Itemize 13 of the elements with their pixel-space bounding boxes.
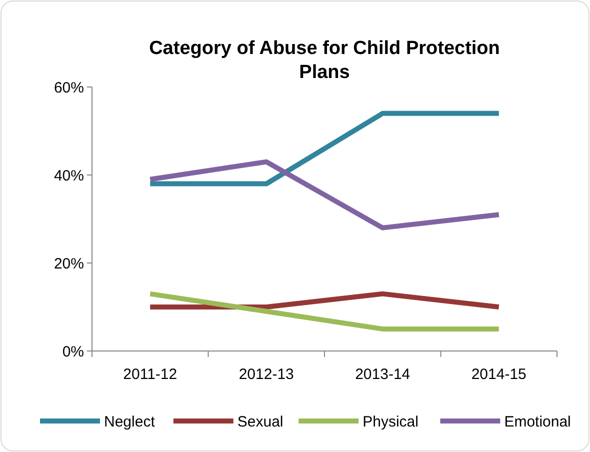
y-tick-label: 60% — [54, 79, 84, 96]
x-tick-label: 2012-13 — [238, 366, 294, 383]
legend-label: Neglect — [104, 413, 156, 430]
legend-label: Sexual — [237, 413, 284, 430]
y-tick-label: 40% — [54, 167, 84, 184]
x-tick-label: 2014-15 — [471, 366, 526, 383]
chart-title: Category of Abuse for Child Protection Plans — [149, 38, 500, 83]
x-tick-label: 2013-14 — [355, 366, 410, 383]
legend-label: Emotional — [504, 413, 571, 430]
y-tick-label: 20% — [54, 255, 84, 272]
legend-label: Physical — [362, 413, 418, 430]
y-tick-label: 0% — [62, 343, 84, 360]
x-tick-label: 2011-12 — [123, 366, 178, 383]
